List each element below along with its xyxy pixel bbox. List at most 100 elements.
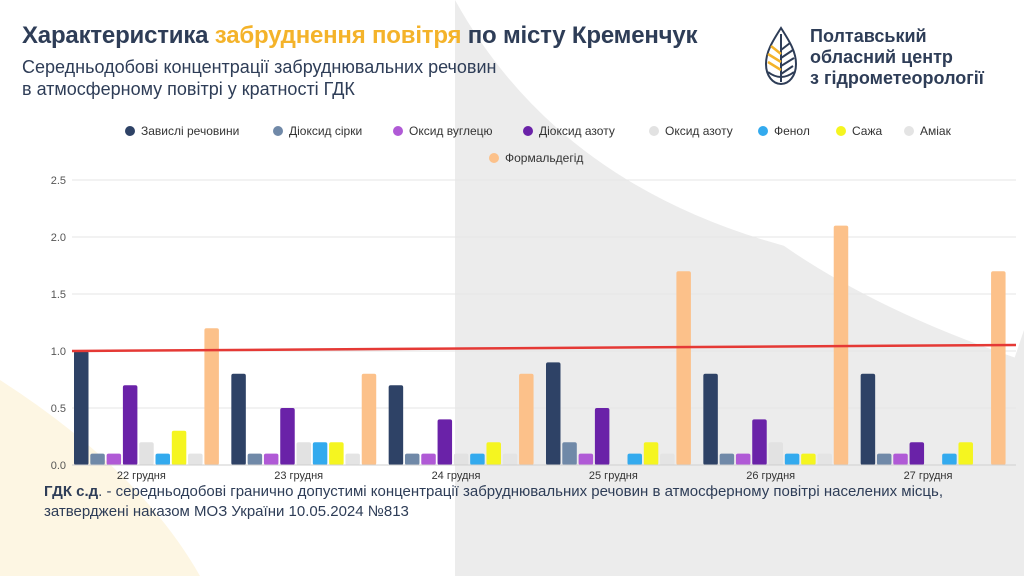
header: Характеристика забруднення повітря по мі… [22, 22, 698, 100]
title-part2: по місту Кременчук [461, 22, 698, 49]
y-tick-label: 2.0 [51, 232, 66, 244]
legend-label: Оксид вуглецю [409, 124, 493, 138]
bar [453, 453, 469, 465]
bar [122, 385, 138, 465]
bar [562, 442, 577, 465]
x-tick-label: 24 грудня [432, 470, 481, 482]
logo-line1: Полтавський [810, 26, 927, 46]
bar [909, 442, 925, 465]
bar [139, 442, 154, 465]
subtitle-line1: Середньодобові концентрації забруднюваль… [22, 57, 497, 77]
legend-marker [649, 126, 659, 136]
bar [247, 453, 263, 465]
limit-line [71, 343, 1017, 353]
x-tick-label: 22 грудня [117, 470, 166, 482]
legend-marker [489, 153, 499, 163]
bar [546, 362, 561, 465]
bar [421, 453, 436, 465]
bar [643, 442, 659, 465]
legend-marker [904, 126, 914, 136]
bar [752, 419, 767, 465]
legend-label: Фенол [774, 124, 810, 138]
subtitle-line2: в атмосферному повітрі у кратності ГДК [22, 79, 355, 99]
bar [280, 408, 295, 465]
bar [817, 453, 832, 465]
bar [404, 453, 420, 465]
bar [171, 430, 187, 465]
legend-marker [273, 126, 283, 136]
bar [660, 453, 675, 465]
legend-marker [125, 126, 135, 136]
footnote: ГДК с.д. - середньодобові гранично допус… [44, 482, 1004, 522]
bar [876, 453, 892, 465]
bar [991, 271, 1006, 465]
water-drop-leaf-icon [764, 26, 798, 86]
y-tick-label: 0.0 [51, 460, 66, 472]
bar [106, 453, 122, 465]
bar [388, 385, 404, 465]
legend-label: Діоксид сірки [289, 124, 362, 138]
bar [893, 453, 908, 465]
chart-bars [74, 225, 1006, 465]
bar [296, 442, 312, 465]
legend-label: Аміак [920, 124, 952, 138]
logo-line2: обласний центр [810, 47, 953, 67]
x-tick-label: 25 грудня [589, 470, 638, 482]
page-subtitle: Середньодобові концентрації забруднюваль… [22, 56, 622, 100]
title-part1: Характеристика [22, 22, 215, 49]
legend-label: Оксид азоту [665, 124, 733, 138]
bar [204, 328, 219, 465]
bar [801, 453, 816, 465]
y-tick-label: 0.5 [51, 403, 66, 415]
logo-line3: з гідрометеорології [810, 68, 984, 88]
bar [719, 453, 735, 465]
bar [437, 419, 453, 465]
bar [942, 453, 957, 465]
bar [361, 373, 377, 465]
bar [155, 453, 170, 465]
bar [784, 453, 800, 465]
bar [578, 453, 594, 465]
x-tick-label: 27 грудня [904, 470, 953, 482]
x-tick-label: 26 грудня [746, 470, 795, 482]
bar [90, 453, 105, 465]
bar [231, 373, 246, 465]
y-axis: 0.0 0.5 1.0 1.5 2.0 2.5 [51, 175, 66, 472]
legend-label: Діоксид азоту [539, 124, 615, 138]
bar [594, 408, 610, 465]
x-axis: 22 грудня 23 грудня 24 грудня 25 грудня 26 г… [72, 464, 1016, 482]
bar [345, 453, 360, 465]
x-tick-label: 23 грудня [274, 470, 323, 482]
bar [470, 453, 485, 465]
page-title: Характеристика забруднення повітря по мі… [22, 22, 698, 50]
bar [502, 453, 518, 465]
legend-label: Завислі речовини [141, 124, 239, 138]
legend-marker [836, 126, 846, 136]
organization-name: Полтавський обласний центр з гідрометеор… [810, 26, 984, 89]
bar [74, 351, 89, 465]
bar [768, 442, 784, 465]
y-tick-label: 2.5 [51, 175, 66, 187]
bar [735, 453, 751, 465]
bar [860, 373, 876, 465]
bar [312, 442, 328, 465]
footnote-term: ГДК с.д [44, 483, 99, 500]
legend-marker [523, 126, 533, 136]
y-tick-label: 1.5 [51, 289, 66, 301]
chart-legend: Завислі речовини Діоксид сірки Оксид вугле… [125, 124, 952, 165]
legend-label: Формальдегід [505, 151, 583, 165]
footnote-text: . - середньодобові гранично допустимі ко… [44, 483, 944, 520]
legend-label: Сажа [852, 124, 883, 138]
legend-marker [758, 126, 768, 136]
bar [519, 373, 534, 465]
bar [627, 453, 642, 465]
bar [486, 442, 501, 465]
bar [676, 271, 691, 465]
organization-logo: Полтавський обласний центр з гідрометеор… [760, 26, 984, 89]
bar [188, 453, 203, 465]
legend-marker [393, 126, 403, 136]
bar [703, 373, 718, 465]
bar [329, 442, 344, 465]
title-highlight: забруднення повітря [214, 22, 462, 49]
bar [263, 453, 279, 465]
